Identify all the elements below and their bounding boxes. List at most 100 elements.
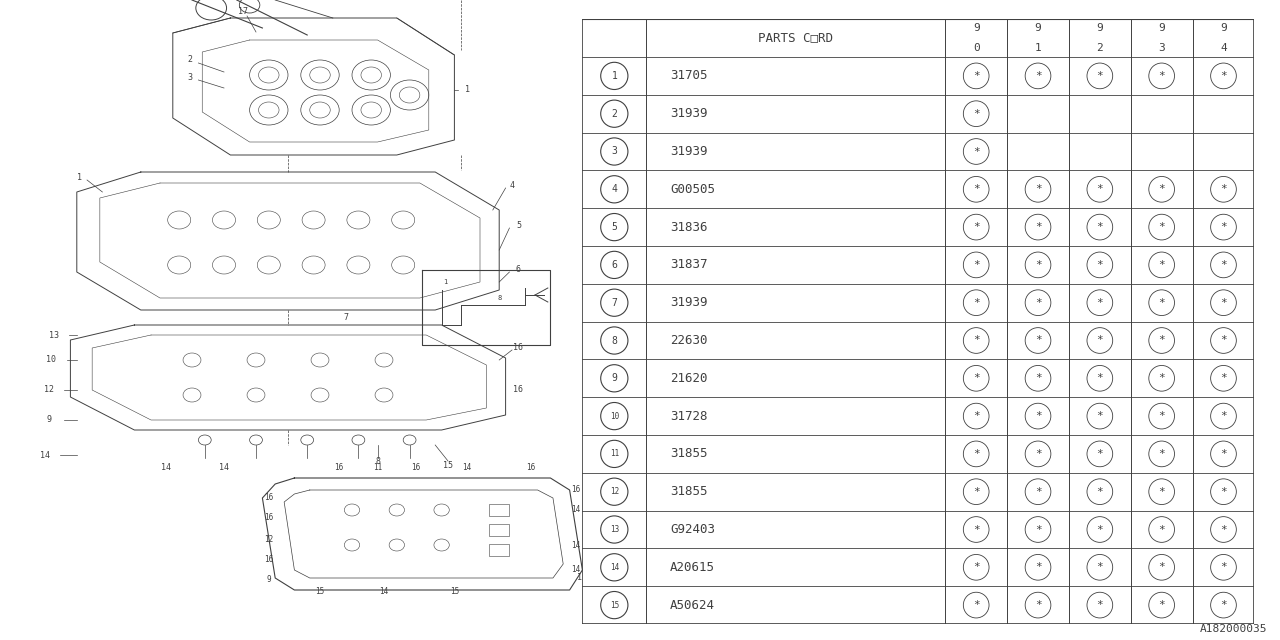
Text: 3: 3 (1158, 44, 1165, 54)
Text: 16: 16 (513, 344, 524, 353)
Text: 2: 2 (187, 56, 192, 65)
Text: *: * (973, 184, 979, 195)
Text: 1: 1 (1034, 44, 1042, 54)
Text: 5: 5 (612, 222, 617, 232)
Text: *: * (1220, 411, 1226, 421)
Text: *: * (973, 147, 979, 157)
Text: 16: 16 (264, 493, 274, 502)
Text: 3: 3 (612, 147, 617, 157)
Text: *: * (973, 373, 979, 383)
Text: *: * (1220, 449, 1226, 459)
Text: *: * (973, 222, 979, 232)
Text: 14: 14 (219, 463, 229, 472)
Text: *: * (1158, 222, 1165, 232)
Text: 8: 8 (375, 458, 380, 467)
Text: 13: 13 (609, 525, 620, 534)
Text: 31939: 31939 (671, 107, 708, 120)
Text: 9: 9 (1034, 22, 1042, 33)
Text: 12: 12 (609, 487, 620, 496)
Text: *: * (973, 109, 979, 118)
Text: 14: 14 (571, 506, 581, 515)
Text: *: * (973, 600, 979, 610)
Text: 14: 14 (462, 463, 472, 472)
Text: 9: 9 (1220, 22, 1226, 33)
Text: *: * (973, 298, 979, 308)
Text: *: * (1034, 71, 1042, 81)
Text: *: * (1034, 373, 1042, 383)
Text: 6: 6 (612, 260, 617, 270)
Text: *: * (1158, 600, 1165, 610)
Text: *: * (1220, 184, 1226, 195)
Text: 4: 4 (1220, 44, 1226, 54)
Text: 12: 12 (44, 385, 54, 394)
Text: *: * (1097, 449, 1103, 459)
Text: 31855: 31855 (671, 485, 708, 498)
Text: 0: 0 (973, 44, 979, 54)
Text: 5: 5 (516, 221, 521, 230)
Text: 11: 11 (372, 463, 383, 472)
Text: A20615: A20615 (671, 561, 716, 574)
Text: *: * (1034, 260, 1042, 270)
Text: *: * (1097, 222, 1103, 232)
Text: 16: 16 (526, 463, 536, 472)
Text: *: * (1158, 260, 1165, 270)
Text: *: * (973, 260, 979, 270)
Text: *: * (1097, 411, 1103, 421)
Text: *: * (1220, 260, 1226, 270)
Text: 15: 15 (609, 600, 620, 609)
Text: *: * (1220, 335, 1226, 346)
Text: 3: 3 (187, 74, 192, 83)
Text: 21620: 21620 (671, 372, 708, 385)
Text: A50624: A50624 (671, 598, 716, 612)
Text: A182000035: A182000035 (1199, 623, 1267, 634)
Text: G92403: G92403 (671, 523, 716, 536)
Text: 9: 9 (266, 575, 271, 584)
Text: 6: 6 (516, 266, 521, 275)
Text: 16: 16 (513, 385, 524, 394)
Text: *: * (1097, 184, 1103, 195)
Text: *: * (1097, 260, 1103, 270)
Text: 7: 7 (612, 298, 617, 308)
Text: *: * (1158, 449, 1165, 459)
Text: *: * (1034, 525, 1042, 534)
Text: 4: 4 (612, 184, 617, 195)
Text: *: * (1158, 373, 1165, 383)
Text: 1: 1 (465, 86, 470, 95)
Text: 16: 16 (264, 556, 274, 564)
Text: 9: 9 (1158, 22, 1165, 33)
Text: 15: 15 (315, 588, 325, 596)
Text: *: * (1034, 222, 1042, 232)
Text: *: * (1220, 486, 1226, 497)
Text: *: * (973, 486, 979, 497)
Text: 8: 8 (612, 335, 617, 346)
Text: 16: 16 (264, 513, 274, 522)
Text: 12: 12 (264, 536, 274, 545)
Text: *: * (1220, 525, 1226, 534)
Text: *: * (973, 449, 979, 459)
Text: *: * (1097, 486, 1103, 497)
Text: *: * (1158, 71, 1165, 81)
Text: 2: 2 (1097, 44, 1103, 54)
Text: *: * (1097, 525, 1103, 534)
Text: *: * (1220, 222, 1226, 232)
Text: *: * (1097, 563, 1103, 572)
Text: *: * (1097, 335, 1103, 346)
Text: 7: 7 (343, 312, 348, 321)
Text: 15: 15 (449, 588, 460, 596)
Text: *: * (1220, 298, 1226, 308)
Text: 9: 9 (973, 22, 979, 33)
Text: *: * (973, 563, 979, 572)
Text: 8: 8 (497, 295, 502, 301)
Text: *: * (1158, 411, 1165, 421)
Text: 31939: 31939 (671, 296, 708, 309)
Text: 14: 14 (609, 563, 620, 572)
Text: *: * (1220, 600, 1226, 610)
Text: 1: 1 (77, 173, 82, 182)
Text: *: * (1034, 298, 1042, 308)
Text: 16: 16 (334, 463, 344, 472)
Text: *: * (1158, 525, 1165, 534)
Text: *: * (1034, 335, 1042, 346)
Bar (489, 544, 509, 556)
Text: *: * (1097, 373, 1103, 383)
Text: *: * (1097, 298, 1103, 308)
